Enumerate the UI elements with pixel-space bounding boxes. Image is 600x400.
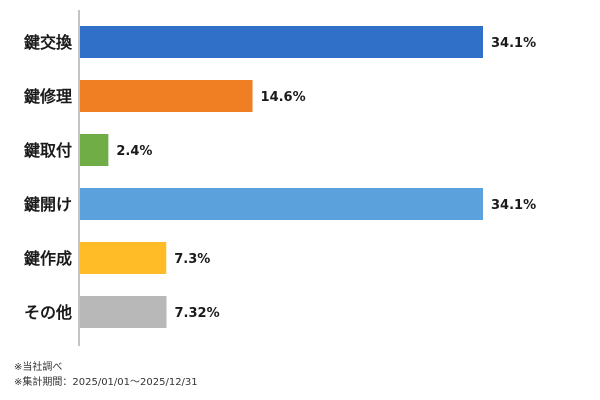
bar-1: [80, 26, 483, 58]
category-label-1: 鍵交換: [24, 33, 73, 52]
value-label-4: 34.1%: [491, 198, 536, 213]
footnote-period: ※集計期間：2025/01/01～2025/12/31: [14, 377, 198, 388]
value-label-6: 7.32%: [175, 306, 220, 321]
bar-4: [80, 188, 483, 220]
category-label-3: 鍵取付: [24, 141, 72, 160]
bar-2: [80, 80, 253, 112]
category-label-5: 鍵作成: [24, 249, 72, 268]
bar-5: [80, 242, 167, 274]
footnotes: ※当社調べ ※集計期間：2025/01/01～2025/12/31: [14, 360, 198, 390]
value-label-3: 2.4%: [116, 144, 152, 159]
value-label-1: 34.1%: [491, 36, 536, 51]
bar-3: [80, 134, 109, 166]
category-label-2: 鍵修理: [24, 87, 72, 106]
labels-layer: 鍵交換 34.1% 鍵修理 14.6% 鍵取付 2.4% 鍵開け 34.1% 鍵作成 7.3% その…: [24, 33, 536, 322]
bar-6: [80, 296, 167, 328]
footnote-source: ※当社調べ: [14, 362, 63, 373]
bars-layer: [80, 26, 483, 328]
value-label-5: 7.3%: [174, 252, 210, 267]
category-label-4: 鍵開け: [24, 195, 72, 214]
value-label-2: 14.6%: [261, 90, 306, 105]
category-label-6: その他: [24, 303, 72, 322]
